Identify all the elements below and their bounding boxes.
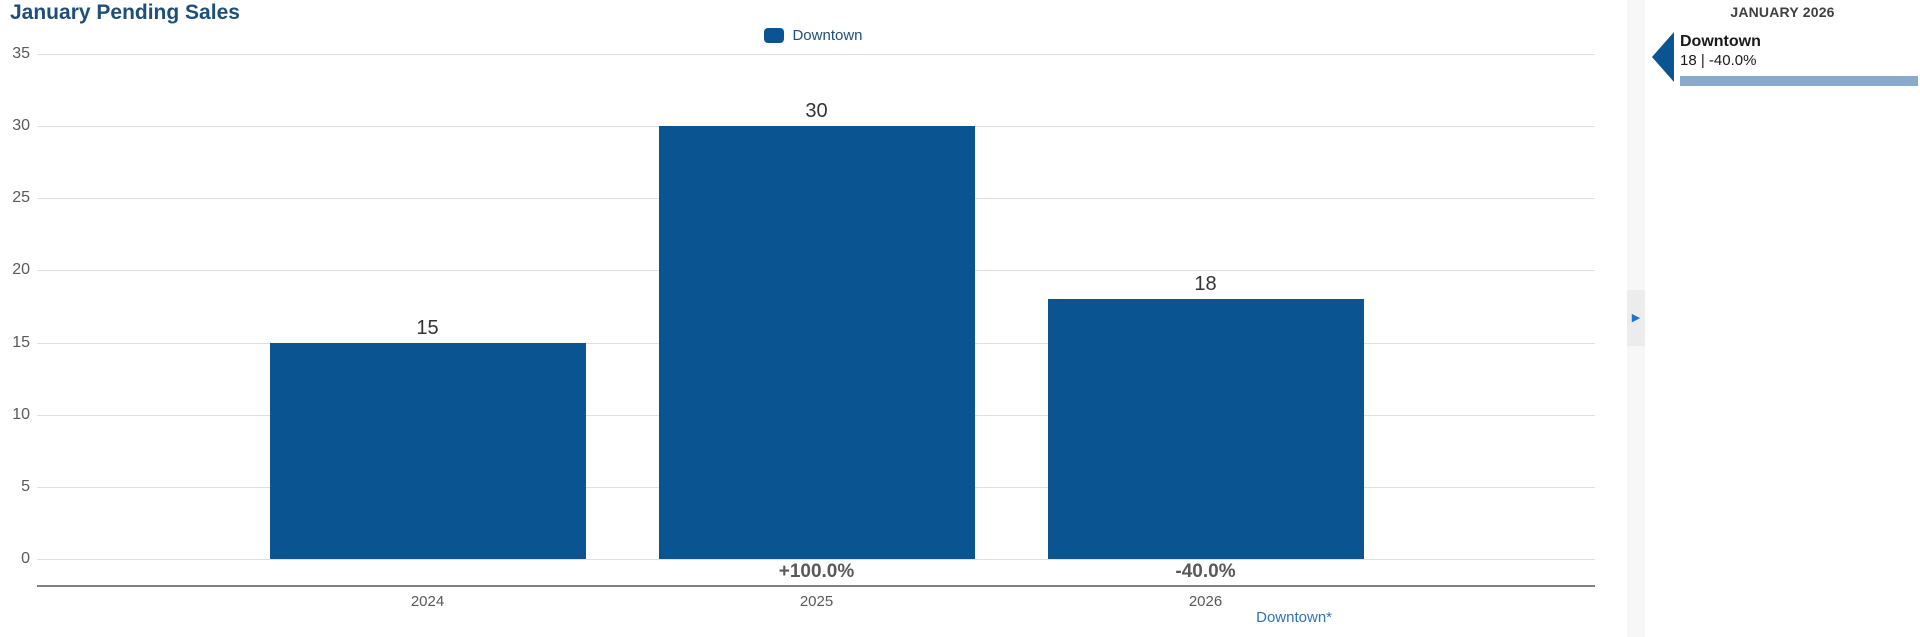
y-axis-tick-label: 20	[12, 261, 30, 279]
gridline	[37, 54, 1595, 55]
x-axis-category-label: 2024	[410, 593, 445, 610]
panel-item-value: 18 | -40.0%	[1680, 52, 1757, 69]
bar-2025[interactable]	[658, 126, 975, 559]
x-axis-category-label: 2026	[1188, 593, 1223, 610]
y-axis-tick-label: 35	[12, 45, 30, 62]
y-axis-tick-label: 15	[12, 333, 30, 351]
bar-2024[interactable]	[269, 342, 586, 559]
selected-item-marker-icon	[1652, 32, 1674, 82]
chevron-right-icon: ▶	[1631, 311, 1641, 324]
x-axis-line	[37, 585, 1595, 587]
legend-label: Downtown	[792, 27, 863, 44]
x-axis-category-label: 2025	[799, 593, 834, 610]
bar-2026[interactable]	[1047, 299, 1364, 559]
bar-value-label: 18	[1194, 273, 1217, 296]
y-axis-tick-label: 5	[21, 477, 30, 495]
bar-value-label: 30	[805, 100, 828, 123]
y-axis-tick-label: 30	[12, 117, 30, 135]
pct-change-label: -40.0%	[1175, 561, 1236, 582]
summary-side-panel: JANUARY 2026 Downtown 18 | -40.0%	[1645, 0, 1920, 637]
panel-item-downtown[interactable]: Downtown 18 | -40.0%	[1645, 30, 1920, 86]
bar-value-label: 15	[416, 316, 439, 339]
panel-divider: ▶	[1627, 0, 1645, 637]
gridline	[37, 559, 1595, 560]
y-axis-tick-label: 0	[21, 550, 30, 567]
page-title: January Pending Sales	[10, 1, 240, 24]
legend-swatch-icon	[764, 28, 785, 43]
panel-header: JANUARY 2026	[1730, 4, 1835, 20]
y-axis-tick-label: 25	[12, 189, 30, 207]
panel-collapse-handle[interactable]: ▶	[1627, 290, 1645, 346]
chart-area: January Pending Sales Downtown 0 5 10 15 20 2…	[0, 1, 1627, 626]
y-axis-tick-label: 10	[12, 405, 30, 423]
panel-item-bar	[1680, 76, 1918, 86]
panel-item-name: Downtown	[1680, 33, 1761, 50]
series-footnote-link[interactable]: Downtown*	[1256, 609, 1332, 626]
pct-change-label: +100.0%	[778, 561, 855, 582]
legend-item-downtown[interactable]: Downtown	[0, 27, 1627, 44]
